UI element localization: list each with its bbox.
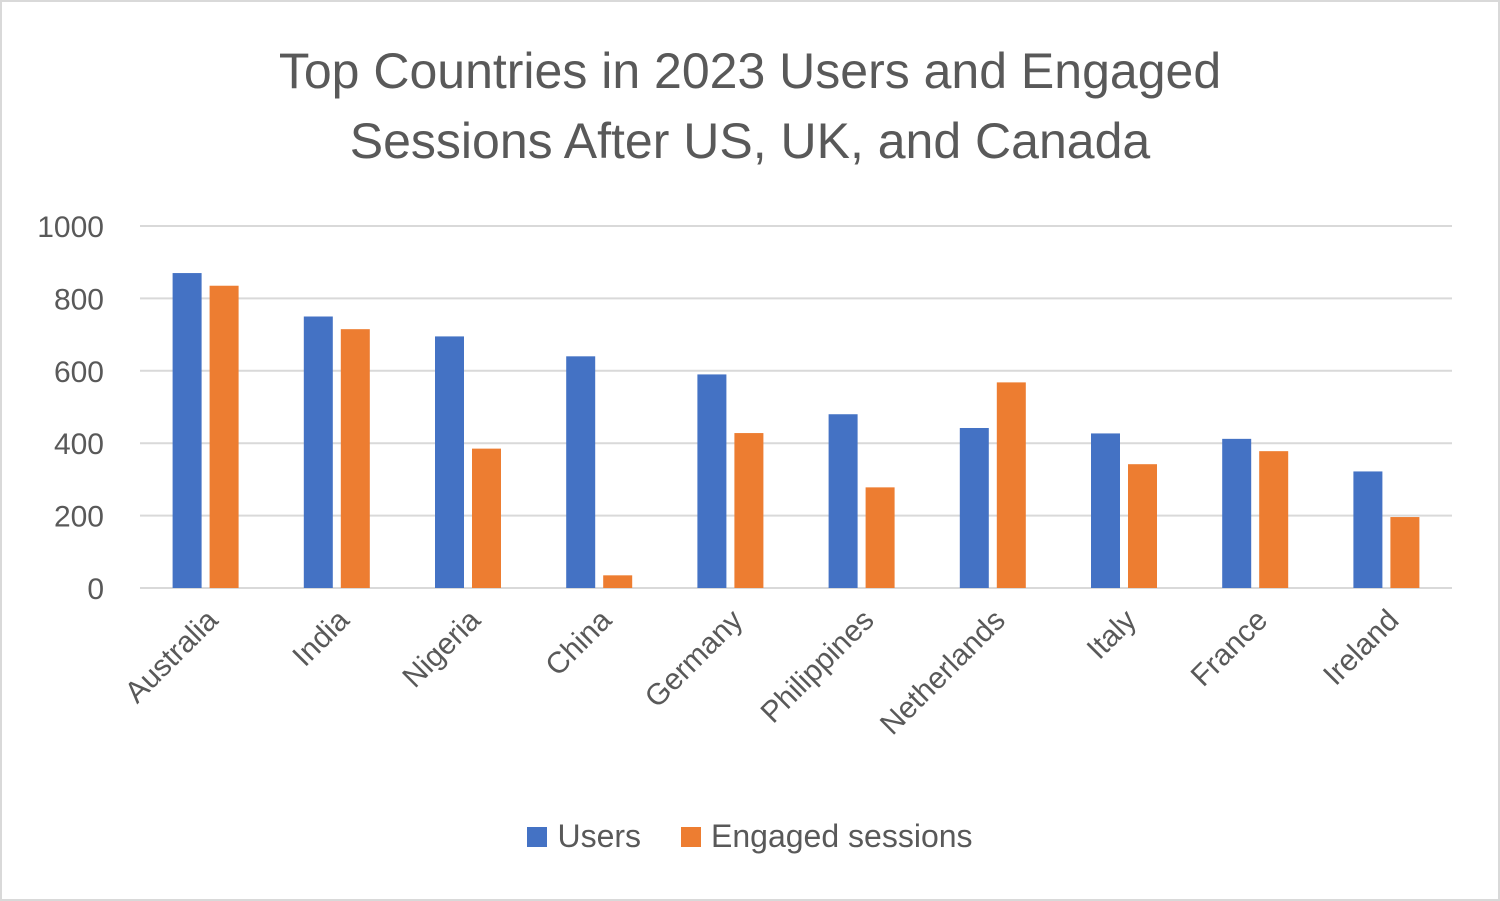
x-tick-label-germany: Germany	[639, 604, 750, 715]
y-tick-label-600: 600	[54, 356, 104, 389]
chart-title: Top Countries in 2023 Users and Engaged …	[0, 36, 1500, 176]
bar-users-nigeria	[435, 336, 464, 588]
bar-users-philippines	[828, 414, 858, 588]
x-tick-label-china: China	[539, 603, 618, 682]
x-tick-label-australia: Australia	[119, 603, 225, 709]
legend-swatch-users	[527, 826, 548, 847]
bar-users-netherlands	[959, 427, 989, 588]
bar-engaged-sessions-germany	[734, 433, 764, 588]
x-tick-label-italy: Italy	[1081, 604, 1143, 666]
x-tick-label-netherlands: Netherlands	[874, 604, 1012, 742]
bar-users-germany	[697, 374, 727, 588]
legend-item-users: Users	[527, 818, 641, 855]
bar-engaged-sessions-china	[603, 575, 633, 588]
bar-engaged-sessions-australia	[209, 285, 239, 588]
x-tick-label-ireland: Ireland	[1317, 604, 1405, 692]
legend-label-users: Users	[557, 818, 642, 854]
legend-item-engaged-sessions: Engaged sessions	[681, 818, 973, 855]
bar-users-india	[303, 316, 333, 588]
x-tick-label-india: India	[286, 603, 356, 673]
chart-title-line-2: Sessions After US, UK, and Canada	[349, 113, 1151, 169]
chart-legend: Users Engaged sessions	[0, 818, 1500, 855]
bar-users-france	[1222, 438, 1252, 588]
x-tick-label-philippines: Philippines	[755, 604, 881, 730]
y-tick-label-0: 0	[87, 573, 104, 606]
y-tick-label-800: 800	[54, 283, 104, 316]
y-tick-label-200: 200	[54, 501, 104, 534]
bar-engaged-sessions-italy	[1128, 464, 1157, 588]
bar-engaged-sessions-nigeria	[472, 448, 501, 588]
bar-users-italy	[1091, 433, 1120, 588]
legend-swatch-engaged-sessions	[681, 826, 702, 847]
y-tick-label-400: 400	[54, 428, 104, 461]
bar-users-ireland	[1353, 471, 1383, 588]
y-tick-label-1000: 1000	[37, 211, 104, 244]
bar-engaged-sessions-philippines	[865, 487, 895, 588]
bar-users-australia	[172, 273, 202, 588]
legend-label-engaged-sessions: Engaged sessions	[711, 818, 973, 854]
bar-engaged-sessions-ireland	[1390, 517, 1420, 588]
bar-engaged-sessions-netherlands	[996, 382, 1026, 588]
bar-engaged-sessions-france	[1259, 451, 1289, 588]
chart-title-line-1: Top Countries in 2023 Users and Engaged	[278, 43, 1222, 99]
bar-engaged-sessions-india	[340, 329, 370, 588]
bar-users-china	[566, 356, 596, 588]
x-tick-label-nigeria: Nigeria	[396, 603, 487, 694]
x-tick-label-france: France	[1185, 604, 1274, 693]
